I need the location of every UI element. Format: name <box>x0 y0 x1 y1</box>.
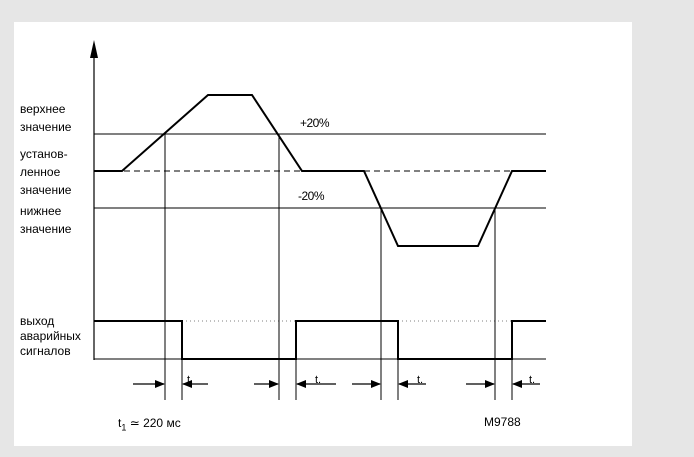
lower-value-label: нижнее значение <box>20 204 71 237</box>
lower-value-line-1: нижнее <box>20 204 62 218</box>
figure-id: M9788 <box>484 415 521 429</box>
upper-value-line-2: значение <box>20 120 72 134</box>
alarm-output-label: выход аварийных сигналов <box>20 314 81 359</box>
set-value-line-1: установ- <box>20 147 68 161</box>
plus-band-label: +20% <box>300 116 330 130</box>
delay-marker-4: t. <box>529 374 536 386</box>
alarm-output-line-2: аварийных <box>20 329 81 343</box>
delay-marker-1: t. <box>187 374 194 386</box>
upper-value-line-1: верхнее <box>20 102 66 116</box>
alarm-output-waveform <box>94 320 546 360</box>
t1-symbol: t <box>118 416 122 430</box>
alarm-output-line-3: сигналов <box>20 344 71 358</box>
t1-subscript: 1 <box>121 422 127 433</box>
alarm-output-line-1: выход <box>20 314 55 328</box>
upper-value-label: верхнее значение <box>20 102 71 135</box>
delay-marker-2: t. <box>315 374 322 386</box>
diagram-panel <box>14 22 632 446</box>
set-value-line-3: значение <box>20 183 72 197</box>
set-value-label: установ- ленное значение <box>20 147 71 198</box>
lower-value-line-2: значение <box>20 222 72 236</box>
set-value-line-2: ленное <box>20 165 61 179</box>
minus-band-label: -20% <box>298 189 325 203</box>
t1-value: ≃ 220 мс <box>126 416 181 430</box>
delay-marker-3: t. <box>417 374 424 386</box>
t1-note: t1 ≃ 220 мс <box>118 416 181 435</box>
y-axis-arrow <box>90 40 98 58</box>
